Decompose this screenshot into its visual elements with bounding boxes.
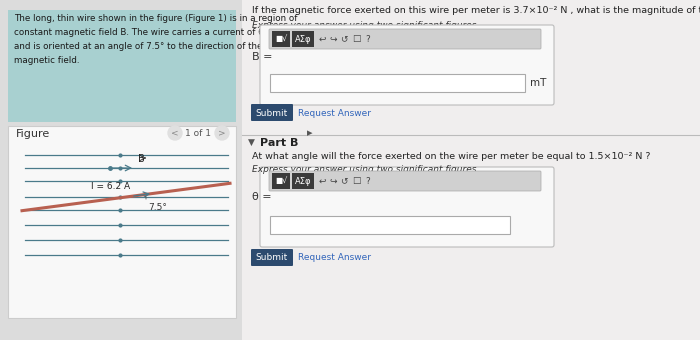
Circle shape [168,126,182,140]
FancyBboxPatch shape [269,29,541,49]
Text: magnetic field.: magnetic field. [14,56,80,65]
FancyBboxPatch shape [270,74,525,92]
Text: ↩: ↩ [318,34,326,44]
Text: B =: B = [252,52,272,62]
Text: ▸: ▸ [307,128,313,138]
FancyBboxPatch shape [260,25,554,105]
Text: ↪: ↪ [329,176,337,186]
Text: ?: ? [365,176,370,186]
Text: ■√: ■√ [275,34,287,44]
Text: AΣφ: AΣφ [295,34,312,44]
FancyBboxPatch shape [269,171,541,191]
Text: Express your answer using two significant figures.: Express your answer using two significan… [252,165,480,174]
FancyBboxPatch shape [251,104,293,121]
Text: The long, thin wire shown in the figure (Figure 1) is in a region of: The long, thin wire shown in the figure … [14,14,298,23]
Text: Submit: Submit [256,108,288,118]
Text: 7.5°: 7.5° [148,203,167,212]
Text: θ =: θ = [252,192,272,202]
Text: <: < [172,129,178,137]
FancyBboxPatch shape [270,216,510,234]
Text: 1 of 1: 1 of 1 [185,129,211,137]
Text: ■√: ■√ [275,176,287,186]
Text: and is oriented at an angle of 7.5° to the direction of the: and is oriented at an angle of 7.5° to t… [14,42,262,51]
Text: If the magnetic force exerted on this wire per meter is 3.7×10⁻² N , what is the: If the magnetic force exerted on this wi… [252,6,700,15]
FancyBboxPatch shape [272,173,290,189]
FancyBboxPatch shape [292,31,314,47]
Text: Express your answer using two significant figures.: Express your answer using two significan… [252,21,480,30]
Text: At what angle will the force exerted on the wire per meter be equal to 1.5×10⁻² : At what angle will the force exerted on … [252,152,650,161]
Text: □: □ [351,176,360,186]
Bar [242,0,700,340]
Text: ↺: ↺ [340,176,348,186]
Text: >: > [218,129,226,137]
FancyBboxPatch shape [8,10,236,122]
FancyBboxPatch shape [260,167,554,247]
Text: Part B: Part B [260,138,298,148]
FancyBboxPatch shape [8,126,236,318]
Text: ↺: ↺ [340,34,348,44]
FancyBboxPatch shape [292,173,314,189]
Text: ↪: ↪ [329,34,337,44]
Text: ↩: ↩ [318,176,326,186]
Circle shape [215,126,229,140]
Text: B: B [138,154,145,164]
Text: Submit: Submit [256,254,288,262]
Text: □: □ [351,34,360,44]
Text: constant magnetic field B. The wire carries a current of 6.2 A: constant magnetic field B. The wire carr… [14,28,281,37]
Text: ▼: ▼ [248,138,255,147]
FancyBboxPatch shape [251,249,293,266]
Text: I = 6.2 A: I = 6.2 A [91,182,130,191]
Text: AΣφ: AΣφ [295,176,312,186]
Text: mT: mT [530,78,547,88]
Text: Figure: Figure [16,129,50,139]
Text: Request Answer: Request Answer [298,254,371,262]
Text: ?: ? [365,34,370,44]
Text: Request Answer: Request Answer [298,108,371,118]
FancyBboxPatch shape [272,31,290,47]
